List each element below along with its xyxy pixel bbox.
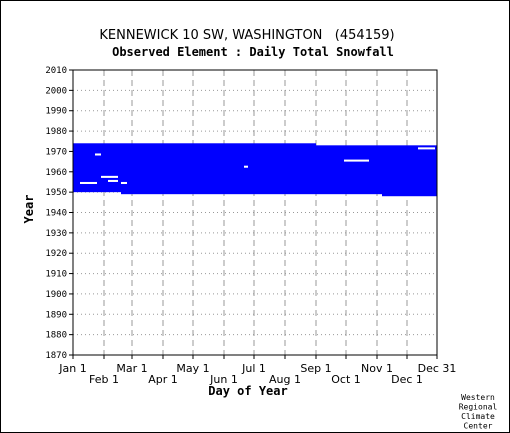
x-tick-label: May 1: [176, 362, 209, 375]
credit-line: Regional: [459, 403, 498, 412]
x-axis-label: Day of Year: [208, 384, 287, 398]
y-tick-label: 1890: [45, 310, 67, 320]
y-tick-label: 1960: [45, 168, 67, 178]
y-axis-label: Year: [22, 195, 36, 224]
data-coverage: [73, 143, 437, 197]
y-tick-label: 2010: [45, 66, 67, 76]
data-coverage-block: [316, 145, 382, 195]
y-tick-label: 1940: [45, 209, 67, 219]
x-tick-label: Jan 1: [58, 362, 86, 375]
data-coverage-block: [73, 143, 121, 193]
y-tick-label: 1980: [45, 127, 67, 137]
plot-background: [73, 70, 437, 355]
credit-line: Center: [464, 422, 493, 431]
x-tick-label: Dec 31: [418, 362, 457, 375]
y-tick-labels: 2010 2000 1990 1980 1970 1960 1950 1940 1930 1920…: [45, 66, 67, 361]
missing-data-gap: [344, 159, 369, 162]
chart-subtitle: Observed Element : Daily Total Snowfall: [112, 45, 394, 59]
x-tick-label: Jul 1: [241, 362, 266, 375]
y-tick-label: 1910: [45, 270, 67, 280]
x-tick-label: Jun 1: [209, 373, 238, 386]
x-tick-label: Sep 1: [300, 362, 331, 375]
x-tick-label: Nov 1: [361, 362, 393, 375]
chart-title: KENNEWICK 10 SW, WASHINGTON (454159): [99, 28, 394, 43]
y-tick-label: 1870: [45, 351, 67, 361]
x-tick-labels: Jan 1 Mar 1 May 1 Jul 1 Sep 1 Nov 1 Dec 31 Feb …: [58, 362, 456, 386]
x-tick-label: Dec 1: [391, 373, 423, 386]
y-tick-label: 1990: [45, 107, 67, 117]
y-tick-label: 1930: [45, 229, 67, 239]
missing-data-gap: [121, 181, 127, 184]
y-tick-label: 1900: [45, 290, 67, 300]
x-tick-label: Feb 1: [89, 373, 119, 386]
missing-data-gap: [108, 179, 118, 182]
data-coverage-block: [121, 143, 316, 195]
credit-line: Western: [461, 393, 495, 402]
credit-line: Climate: [461, 412, 495, 421]
x-tick-label: Oct 1: [331, 373, 361, 386]
axes: [69, 69, 438, 359]
y-tick-label: 1880: [45, 331, 67, 341]
y-tick-label: 2000: [45, 86, 67, 96]
missing-data-gap: [80, 181, 97, 184]
x-tick-label: Apr 1: [148, 373, 178, 386]
y-tick-label: 1950: [45, 188, 67, 198]
x-tick-label: Mar 1: [116, 362, 147, 375]
x-tick-label: Aug 1: [269, 373, 301, 386]
missing-data-gap: [101, 175, 118, 178]
y-tick-label: 1920: [45, 249, 67, 259]
data-coverage-block: [382, 145, 437, 197]
y-tick-label: 1970: [45, 147, 67, 157]
missing-data-gap: [244, 165, 248, 168]
plot-area: [73, 70, 437, 355]
missing-data-gap: [95, 153, 101, 156]
missing-data-gap: [418, 147, 435, 150]
